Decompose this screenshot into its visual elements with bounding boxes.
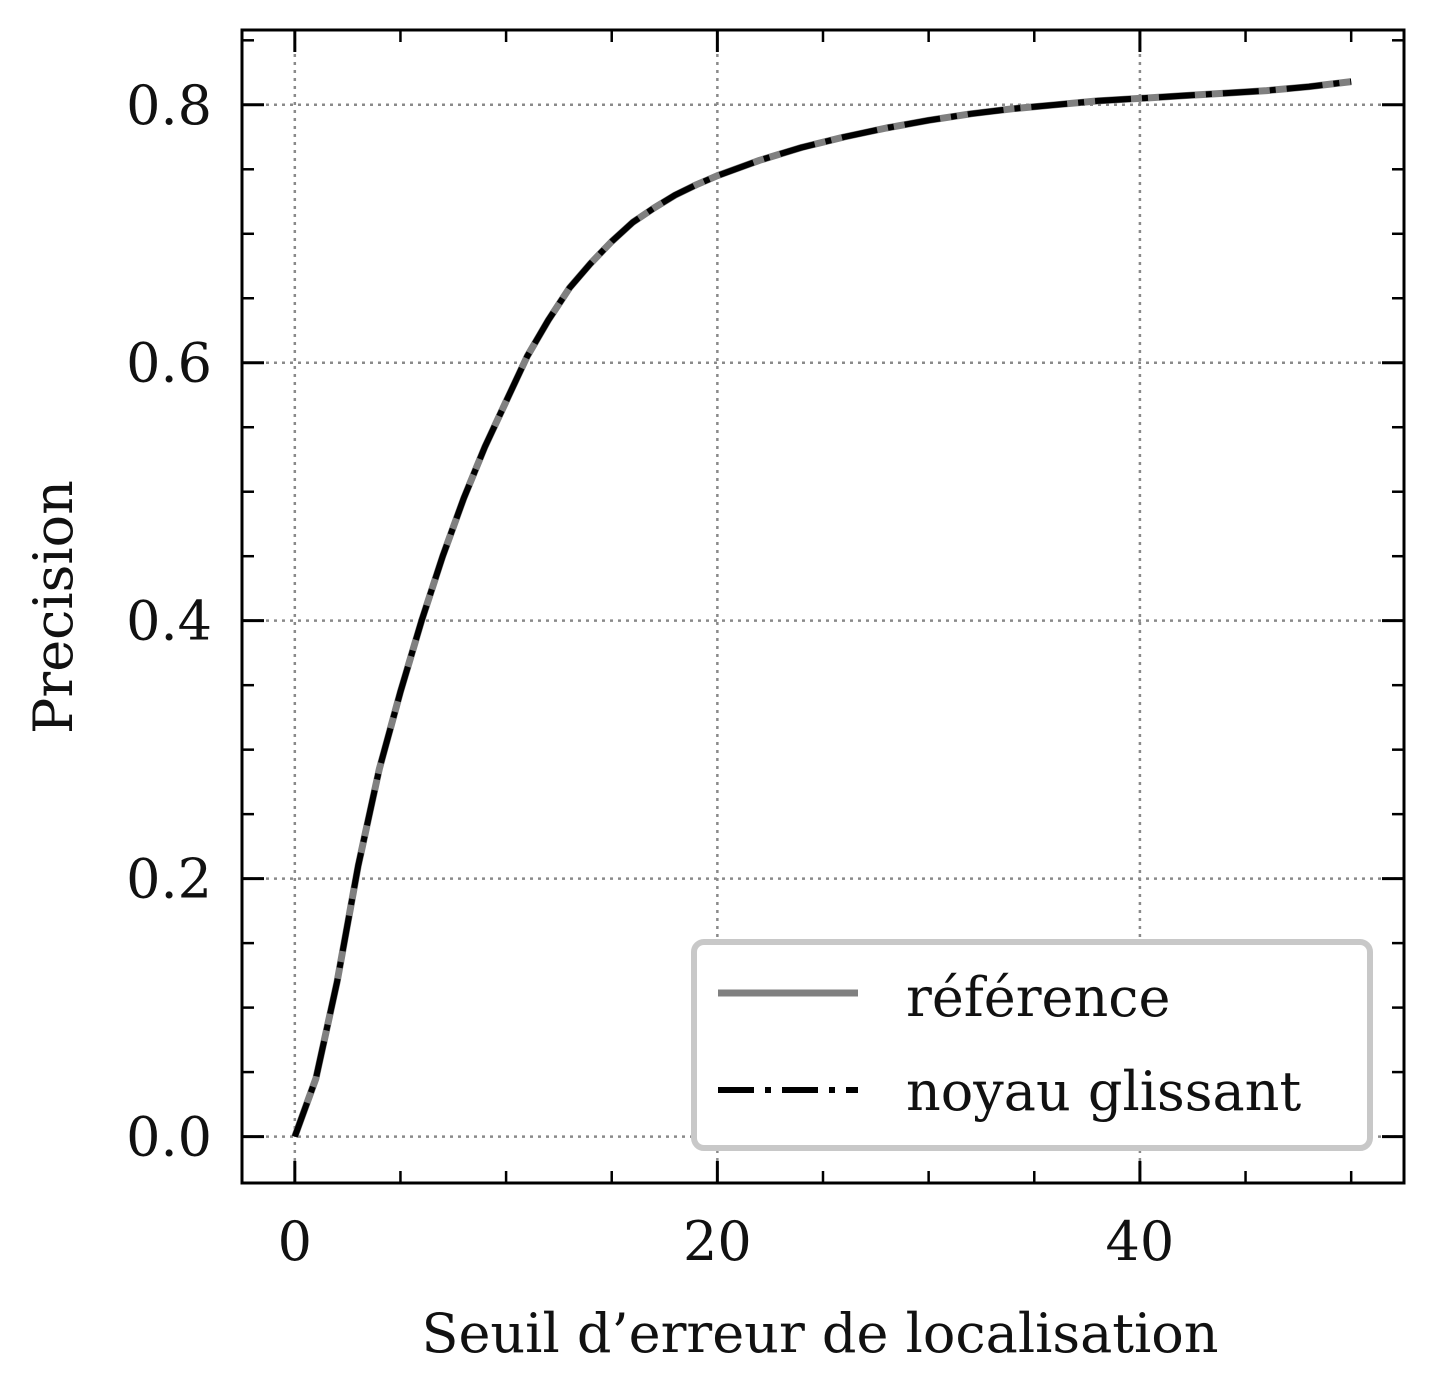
tick-labels: 0 20 40 0.0 0.2 0.4 0.6 0.8 xyxy=(126,74,1174,1273)
grid-lines xyxy=(242,30,1404,1183)
y-tick-label: 0.2 xyxy=(126,848,212,911)
legend-box xyxy=(691,939,1373,1151)
axis-ticks xyxy=(242,30,1404,1183)
x-tick-label: 0 xyxy=(278,1210,312,1273)
legend-label-noyau-glissant: noyau glissant xyxy=(906,1060,1301,1123)
plot-frame xyxy=(240,28,1406,1185)
y-tick-label: 0.0 xyxy=(126,1106,212,1169)
series-line-noyau-glissant xyxy=(291,78,1352,1138)
legend-label-reference: référence xyxy=(906,966,1170,1029)
y-tick-label: 0.4 xyxy=(126,590,212,653)
legend: référence noyau glissant xyxy=(691,939,1373,1151)
y-tick-label: 0.8 xyxy=(126,74,212,137)
y-axis-label: Precision xyxy=(22,480,85,734)
x-tick-label: 20 xyxy=(683,1210,752,1273)
series-lines xyxy=(291,78,1352,1138)
y-tick-label: 0.6 xyxy=(126,332,212,395)
x-axis-label: Seuil d’erreur de localisation xyxy=(421,1302,1218,1365)
x-tick-label: 40 xyxy=(1106,1210,1175,1273)
